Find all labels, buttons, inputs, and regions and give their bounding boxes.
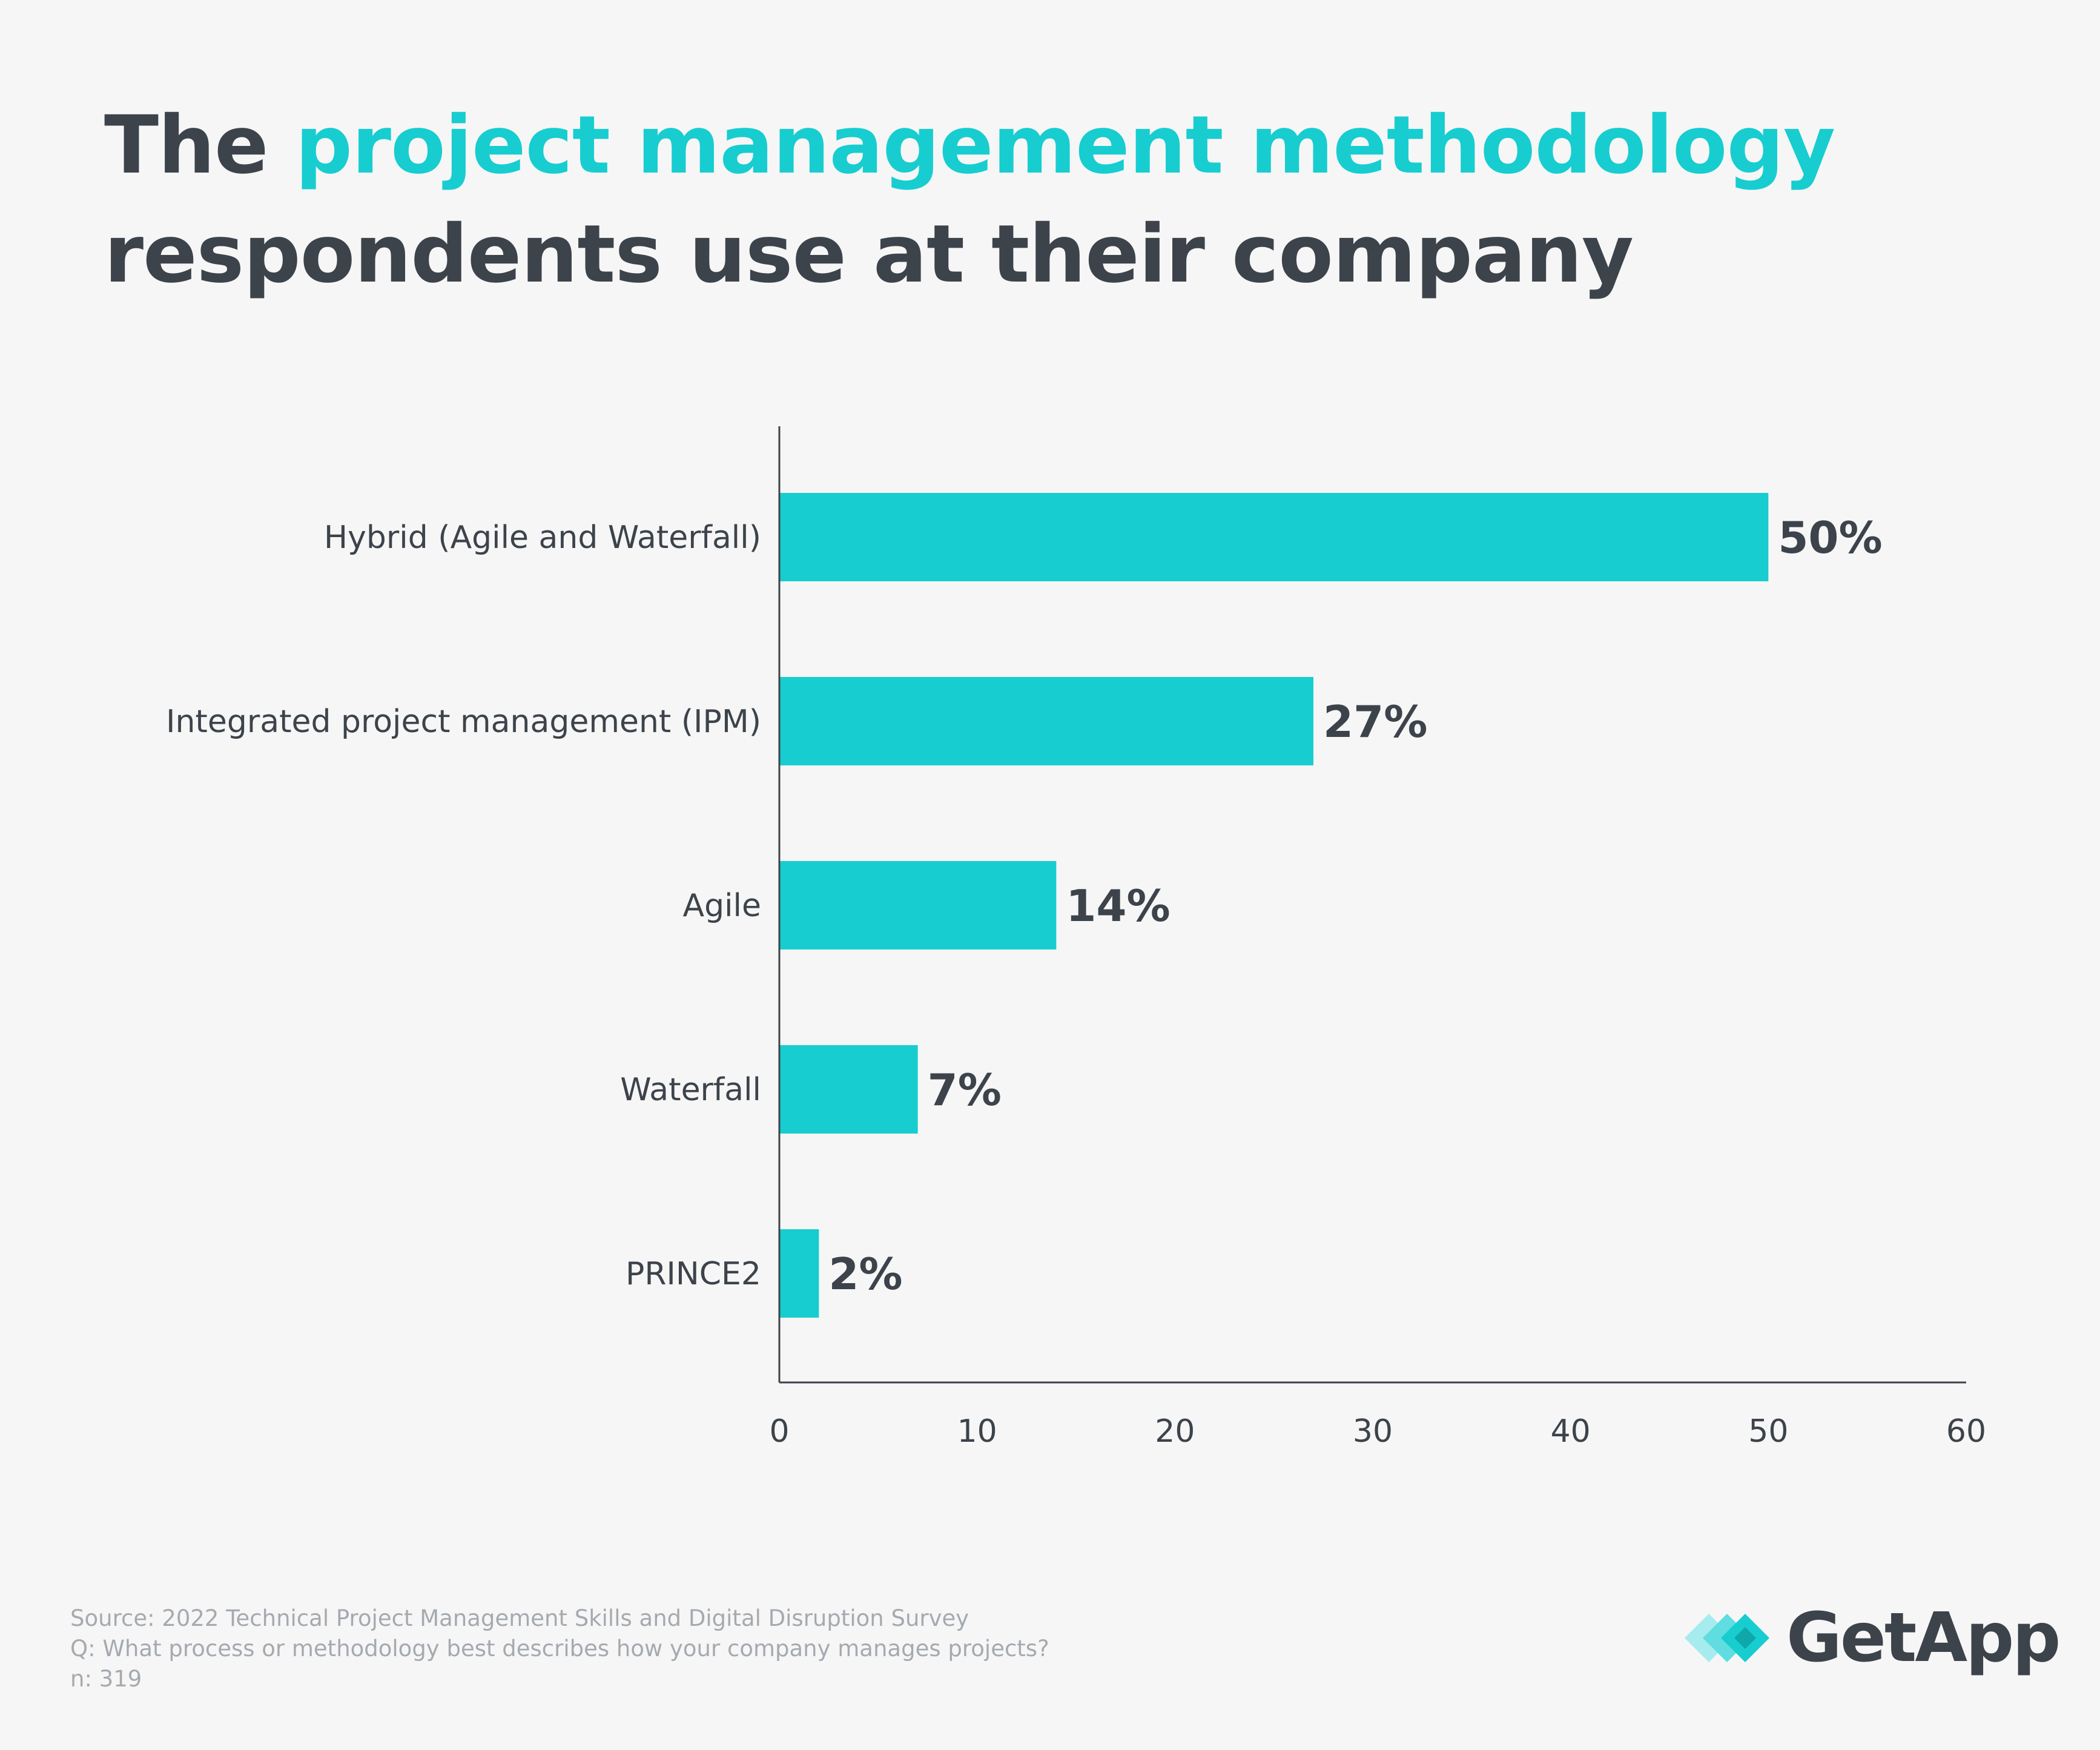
bar-1 (779, 677, 1313, 765)
getapp-logo: GetApp (1685, 1599, 2061, 1677)
category-label-0: Hybrid (Agile and Waterfall) (324, 520, 761, 556)
x-tick-label-2: 20 (1155, 1413, 1195, 1450)
value-label-0: 50% (1778, 512, 1882, 563)
x-tick-label-4: 40 (1551, 1413, 1591, 1450)
bar-2 (779, 861, 1057, 949)
value-label-3: 7% (928, 1065, 1002, 1115)
logo-wordmark: GetApp (1786, 1599, 2061, 1677)
x-tick-label-6: 60 (1946, 1413, 1986, 1450)
category-label-4: PRINCE2 (626, 1256, 761, 1292)
chart-title: The project management methodology respo… (104, 91, 1981, 309)
footer-notes: Source: 2022 Technical Project Managemen… (70, 1603, 1049, 1694)
value-label-4: 2% (828, 1249, 902, 1299)
x-tick-label-0: 0 (769, 1413, 789, 1450)
bar-3 (779, 1045, 918, 1134)
bar-4 (779, 1229, 819, 1318)
getapp-chevron-icon (1685, 1614, 1769, 1662)
category-label-1: Integrated project management (IPM) (166, 704, 761, 740)
x-tick-label-5: 50 (1748, 1413, 1788, 1450)
axes-group: 0 10 20 30 40 50 60 (769, 426, 1986, 1450)
x-tick-label-1: 10 (957, 1413, 997, 1450)
bars-group: Hybrid (Agile and Waterfall) 50% Integrate… (166, 493, 1883, 1318)
category-label-2: Agile (683, 888, 761, 924)
value-label-2: 14% (1066, 880, 1170, 931)
bar-0 (779, 493, 1769, 581)
x-tick-label-3: 30 (1353, 1413, 1393, 1450)
category-label-3: Waterfall (620, 1072, 761, 1108)
sample-size-note: n: 319 (70, 1666, 142, 1692)
value-label-1: 27% (1323, 696, 1427, 747)
title-part-1: The (104, 99, 296, 192)
title-part-2: respondents use at their company (104, 208, 1634, 301)
title-highlight: project management methodology (295, 99, 1836, 192)
question-note: Q: What process or methodology best desc… (70, 1636, 1049, 1662)
source-note: Source: 2022 Technical Project Managemen… (70, 1605, 969, 1631)
